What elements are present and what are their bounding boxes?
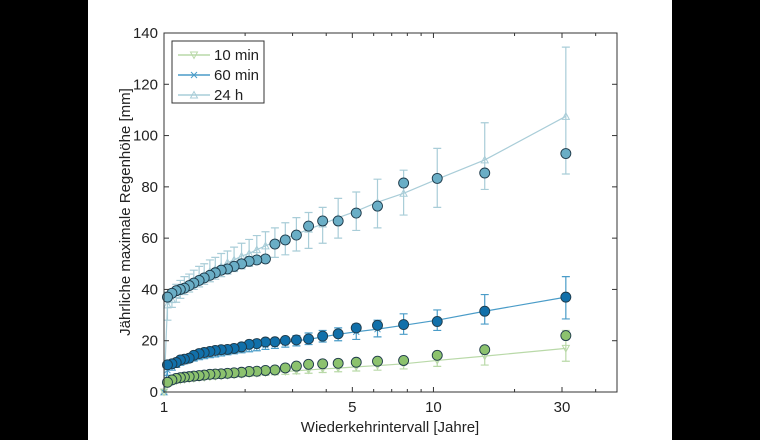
legend-box [171, 40, 265, 104]
x-tick-label: 10 [425, 399, 442, 416]
y-tick-label: 40 [141, 281, 158, 298]
chart-marks [159, 46, 572, 397]
fit-marker [252, 245, 262, 254]
y-tick-label: 60 [141, 230, 158, 247]
series-0-fit [159, 329, 571, 397]
observed-point [560, 148, 572, 159]
y-tick-label: 140 [133, 25, 158, 42]
observed-point [290, 360, 302, 372]
y-tick-label: 20 [141, 333, 158, 350]
observed-point [317, 358, 329, 370]
observed-point [479, 344, 491, 356]
observed-point [269, 364, 281, 376]
observed-point [279, 335, 291, 346]
chart-canvas: 0 20 40 60 80 100 120 140 1 5 10 30 Wiederkehrinter… [88, 0, 672, 440]
plot-frame [163, 32, 618, 393]
observed-point [290, 334, 302, 346]
observed-point [303, 358, 315, 370]
fit-marker [399, 188, 408, 197]
observed-point [279, 362, 291, 374]
legend-marker-2 [189, 90, 199, 99]
y-tick-label: 120 [133, 76, 158, 93]
x-tick-label: 1 [160, 399, 168, 416]
axis-ticks: 0 20 40 60 80 100 120 140 1 5 10 30 [133, 25, 617, 416]
observed-point [317, 215, 329, 227]
observed-point [279, 234, 291, 246]
y-tick-label: 0 [150, 384, 158, 401]
legend-label-10min: 10 min [214, 47, 259, 64]
observed-point [350, 356, 362, 368]
x-axis-label: Wiederkehrintervall [Jahre] [301, 419, 479, 436]
observed-point [269, 238, 281, 250]
observed-point [332, 215, 344, 227]
fit-marker [561, 111, 571, 120]
series-2-observed [162, 148, 572, 303]
observed-point [332, 357, 344, 369]
observed-point [332, 328, 344, 340]
observed-point [479, 167, 491, 179]
y-tick-label: 80 [141, 179, 158, 196]
observed-point [303, 333, 315, 345]
observed-point [431, 316, 443, 327]
observed-point [372, 200, 383, 212]
legend-marker-0 [189, 51, 199, 60]
series-1-observed [162, 291, 572, 371]
legend-label-60min: 60 min [214, 67, 259, 84]
observed-point [398, 319, 410, 331]
observed-point [350, 322, 362, 334]
observed-point [162, 376, 173, 388]
observed-point [317, 330, 329, 342]
observed-point [398, 177, 410, 189]
legend-label-24h: 24 h [214, 87, 243, 104]
y-axis-label: Jährliche maximale Regenhöhe [mm] [117, 88, 134, 336]
observed-point [431, 172, 443, 184]
fit-marker [561, 344, 571, 353]
fit-marker [480, 155, 490, 164]
observed-point [372, 355, 383, 367]
fit-marker [261, 241, 270, 250]
observed-point [303, 220, 315, 232]
return-period-chart: 0 20 40 60 80 100 120 140 1 5 10 30 Wiederkehrinter… [117, 25, 618, 436]
x-tick-label: 5 [348, 399, 356, 416]
observed-point [372, 319, 383, 331]
observed-point [398, 355, 410, 366]
fit-marker [163, 300, 172, 309]
legend: 10 min 60 min 24 h [171, 40, 265, 104]
y-tick-label: 100 [133, 128, 158, 145]
observed-point [560, 330, 572, 342]
observed-point [162, 359, 173, 371]
observed-point [350, 207, 362, 219]
observed-point [162, 291, 173, 303]
legend-marker-1 [190, 71, 198, 79]
observed-point [431, 349, 443, 361]
series-0-observed [162, 330, 572, 388]
observed-point [560, 291, 572, 303]
observed-point [269, 336, 281, 348]
observed-point [290, 229, 302, 241]
observed-point [479, 305, 491, 317]
x-tick-label: 30 [554, 399, 571, 416]
